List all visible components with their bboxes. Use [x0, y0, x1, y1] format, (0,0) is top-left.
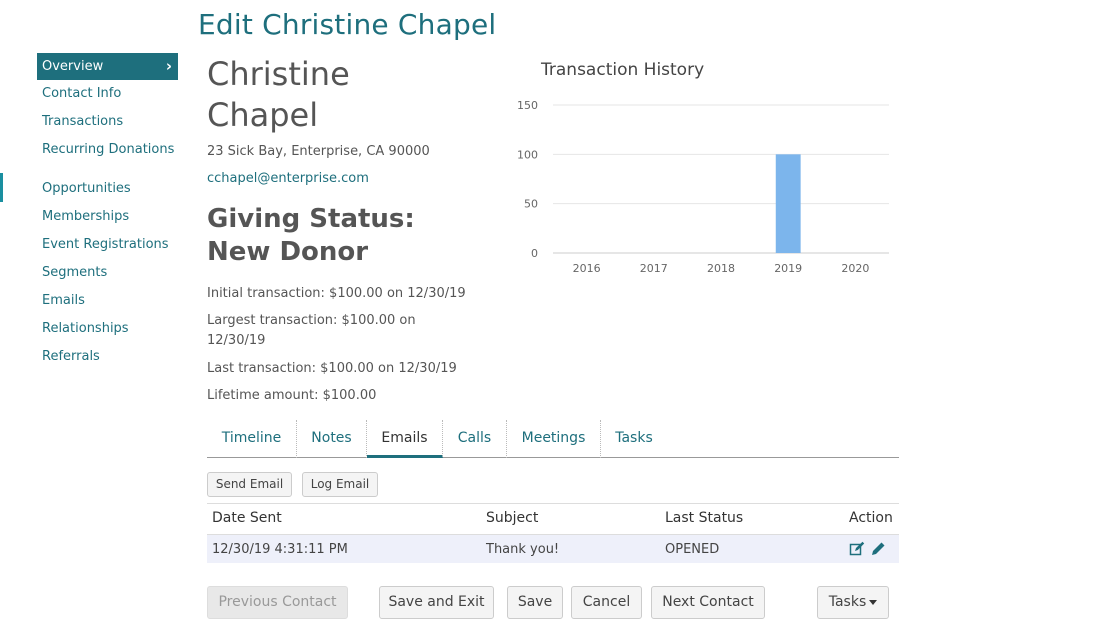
cell-subject: Thank you! [486, 542, 560, 557]
edit-icon[interactable] [849, 541, 865, 557]
tab-calls[interactable]: Calls [443, 420, 507, 458]
sidebar-item-referrals[interactable]: Referrals [42, 349, 100, 364]
next-contact-button[interactable]: Next Contact [651, 586, 765, 619]
sidebar-item-label: Overview [42, 59, 104, 74]
sidebar-item-emails[interactable]: Emails [42, 293, 85, 308]
x-tick-label: 2017 [640, 262, 668, 275]
sidebar-nav: Overview › Contact Info Transactions Rec… [37, 53, 178, 371]
tab-emails[interactable]: Emails [367, 420, 443, 458]
contact-name: Christine Chapel [207, 55, 350, 134]
x-tick-label: 2019 [774, 262, 802, 275]
activity-tabs: Timeline Notes Emails Calls Meetings Tas… [207, 420, 899, 458]
sidebar-item-contact-info[interactable]: Contact Info [42, 86, 122, 101]
table-header: Date Sent Subject Last Status Action [207, 504, 899, 534]
sidebar-item-segments[interactable]: Segments [42, 265, 108, 280]
table-row[interactable]: 12/30/19 4:31:11 PM Thank you! OPENED [207, 534, 899, 563]
tasks-dropdown-label: Tasks [828, 594, 867, 610]
sidebar-item-recurring-donations[interactable]: Recurring Donations [42, 142, 175, 157]
tasks-dropdown-button[interactable]: Tasks [817, 586, 889, 619]
sidebar-gap [37, 164, 178, 175]
tab-tasks[interactable]: Tasks [615, 430, 653, 446]
sidebar-item-relationships[interactable]: Relationships [42, 321, 129, 336]
save-button[interactable]: Save [507, 586, 563, 619]
bar [775, 154, 801, 253]
save-and-exit-button[interactable]: Save and Exit [379, 586, 494, 619]
cell-date-sent: 12/30/19 4:31:11 PM [212, 542, 348, 557]
x-tick-label: 2018 [707, 262, 735, 275]
page-title: Edit Christine Chapel [198, 8, 497, 41]
tab-notes[interactable]: Notes [297, 420, 367, 458]
y-tick-label: 100 [517, 148, 538, 161]
log-email-button[interactable]: Log Email [302, 472, 378, 497]
largest-transaction: Largest transaction: $100.00 on 12/30/19 [207, 313, 416, 348]
sidebar-item-memberships[interactable]: Memberships [42, 209, 130, 224]
column-header-last-status: Last Status [665, 510, 744, 526]
column-header-subject: Subject [486, 510, 539, 526]
y-tick-label: 0 [531, 247, 538, 260]
giving-status: Giving Status: New Donor [207, 204, 415, 267]
left-accent-bar [0, 173, 3, 202]
tab-timeline[interactable]: Timeline [207, 420, 297, 458]
email-table: Date Sent Subject Last Status Action 12/… [207, 503, 899, 563]
caret-down-icon [869, 599, 878, 605]
sidebar-item-event-registrations[interactable]: Event Registrations [42, 237, 169, 252]
tab-meetings[interactable]: Meetings [507, 420, 601, 458]
contact-address: 23 Sick Bay, Enterprise, CA 90000 [207, 144, 430, 159]
initial-transaction: Initial transaction: $100.00 on 12/30/19 [207, 286, 466, 301]
pencil-icon[interactable] [870, 541, 886, 557]
cell-status: OPENED [665, 542, 720, 557]
chart-title: Transaction History [541, 60, 705, 80]
y-tick-label: 50 [524, 198, 538, 211]
column-header-date-sent: Date Sent [212, 510, 282, 526]
send-email-button[interactable]: Send Email [207, 472, 292, 497]
y-tick-label: 150 [517, 99, 538, 112]
transaction-history-chart: 0 50 100 150 2016 2017 2018 2019 2020 [517, 99, 889, 275]
chevron-right-icon: › [165, 57, 172, 75]
sidebar-item-opportunities[interactable]: Opportunities [42, 181, 131, 196]
cancel-button[interactable]: Cancel [571, 586, 642, 619]
lifetime-amount: Lifetime amount: $100.00 [207, 388, 377, 403]
contact-email-link[interactable]: cchapel@enterprise.com [207, 171, 369, 186]
column-header-action: Action [849, 510, 893, 526]
last-transaction: Last transaction: $100.00 on 12/30/19 [207, 361, 457, 376]
x-tick-label: 2016 [573, 262, 601, 275]
sidebar-item-transactions[interactable]: Transactions [42, 114, 124, 129]
previous-contact-button[interactable]: Previous Contact [207, 586, 348, 619]
sidebar-item-overview[interactable]: Overview › [37, 53, 178, 80]
x-tick-label: 2020 [841, 262, 869, 275]
